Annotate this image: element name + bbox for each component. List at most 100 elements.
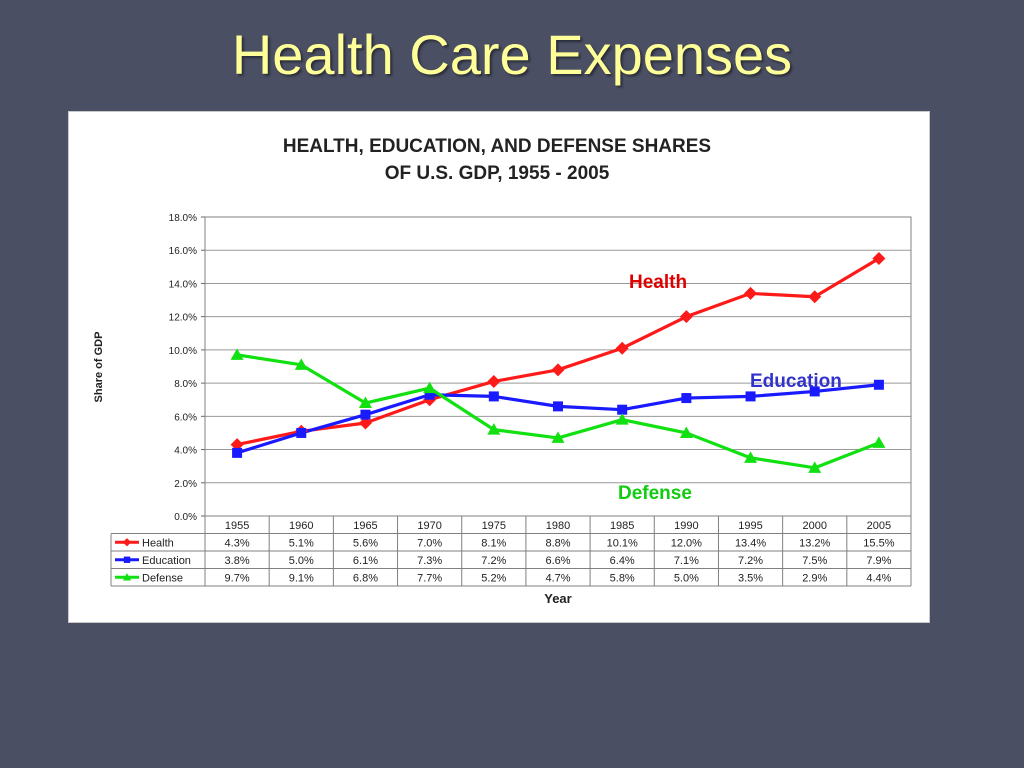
y-tick-label: 18.0% [169, 213, 197, 224]
triangle-marker [230, 348, 244, 360]
table-cell: 5.0% [674, 572, 699, 584]
x-tick-label: 1995 [738, 520, 762, 532]
table-cell: 2.9% [802, 572, 827, 584]
table-cell: 6.1% [353, 555, 378, 567]
y-tick-label: 10.0% [169, 346, 197, 357]
x-tick-label: 1985 [610, 520, 634, 532]
triangle-marker [487, 423, 501, 435]
triangle-marker [679, 426, 693, 438]
table-cell: 4.3% [225, 537, 250, 549]
plot-area-border [204, 216, 912, 517]
line-chart: HEALTH, EDUCATION, AND DEFENSE SHARES OF… [93, 136, 912, 606]
diamond-marker [808, 290, 822, 304]
triangle-marker [551, 431, 565, 443]
table-cell: 13.4% [735, 537, 766, 549]
legend-label: Health [142, 537, 174, 549]
x-tick-label: 1965 [353, 520, 377, 532]
table-cell: 7.9% [866, 555, 891, 567]
legend-label: Defense [142, 572, 183, 584]
diamond-marker [744, 286, 758, 300]
triangle-marker [423, 381, 437, 394]
table-cell: 7.0% [417, 537, 442, 549]
square-marker [553, 401, 563, 412]
gridlines [201, 216, 912, 517]
slide-title: Health Care Expenses [231, 23, 793, 86]
series-markers [230, 252, 886, 473]
square-marker [123, 556, 131, 563]
table-cell: 7.7% [417, 572, 442, 584]
table-cell: 5.6% [353, 537, 378, 549]
table-cell: 3.8% [225, 555, 250, 567]
table-cell: 8.1% [481, 537, 506, 549]
table-cell: 8.8% [545, 537, 570, 549]
y-axis-ticks: 0.0% 2.0% 4.0% 6.0% 8.0% 10.0% 12.0% 14.0% 16.0%… [169, 213, 197, 523]
table-cell: 9.7% [225, 572, 250, 584]
triangle-marker [294, 358, 308, 370]
chart-frame: HEALTH, EDUCATION, AND DEFENSE SHARES OF… [68, 111, 930, 623]
table-cell: 3.5% [738, 572, 763, 584]
x-tick-label: 1980 [546, 520, 570, 532]
square-marker [617, 404, 628, 415]
x-axis-title: Year [544, 591, 571, 606]
square-marker [681, 393, 692, 404]
table-cell: 9.1% [289, 572, 314, 584]
diamond-marker [551, 363, 565, 377]
diamond-marker [230, 438, 244, 452]
table-cell: 4.7% [545, 572, 570, 584]
table-cell: 7.2% [738, 555, 763, 567]
square-marker [873, 379, 884, 390]
x-tick-label: 1990 [674, 520, 698, 532]
education-series-label: Education [750, 371, 842, 392]
data-table: 1955 1960 1965 1970 1975 1980 1985 1990 1995 2000… [110, 516, 912, 587]
chart-title-line-2: OF U.S. GDP, 1955 - 2005 [385, 163, 610, 184]
table-cell: 5.1% [289, 537, 314, 549]
y-axis-title: Share of GDP [93, 332, 105, 403]
x-tick-label: 2005 [867, 520, 891, 532]
y-tick-label: 2.0% [174, 479, 197, 490]
table-cell: 15.5% [863, 537, 894, 549]
triangle-marker [358, 396, 372, 409]
table-cell: 5.2% [481, 572, 506, 584]
y-tick-label: 16.0% [169, 246, 197, 257]
table-cell: 6.8% [353, 572, 378, 584]
table-cell: 7.2% [481, 555, 506, 567]
table-cell: 13.2% [799, 537, 830, 549]
diamond-marker [487, 374, 501, 388]
x-tick-label: 1975 [482, 520, 506, 532]
table-cell: 7.1% [674, 555, 699, 567]
square-marker [488, 391, 499, 402]
table-cell: 6.6% [545, 555, 570, 567]
y-tick-label: 8.0% [174, 379, 197, 390]
triangle-marker [744, 451, 758, 463]
y-tick-label: 12.0% [169, 313, 197, 324]
table-cell: 6.4% [610, 555, 635, 567]
triangle-marker [615, 413, 629, 425]
square-marker [424, 389, 435, 400]
x-tick-label: 1955 [225, 520, 249, 532]
chart-title-line-1: HEALTH, EDUCATION, AND DEFENSE SHARES [283, 136, 711, 157]
table-cell: 4.4% [866, 572, 891, 584]
triangle-marker [872, 436, 886, 448]
diamond-marker [358, 416, 372, 430]
x-tick-label: 1960 [289, 520, 313, 532]
table-cell: 10.1% [607, 537, 638, 549]
defense-series-label: Defense [618, 483, 692, 504]
table-cell: 5.8% [610, 572, 635, 584]
table-cell: 5.0% [289, 555, 314, 567]
y-tick-label: 0.0% [174, 512, 197, 523]
diamond-marker [122, 538, 132, 547]
y-tick-label: 14.0% [169, 279, 197, 290]
x-tick-label: 1970 [417, 520, 441, 532]
y-tick-label: 4.0% [174, 446, 197, 457]
square-marker [360, 409, 371, 420]
table-cell: 7.5% [802, 555, 827, 567]
health-series-label: Health [629, 272, 687, 293]
triangle-marker [122, 573, 132, 581]
square-marker [745, 391, 756, 402]
diamond-marker [872, 252, 886, 266]
y-tick-label: 6.0% [174, 412, 197, 423]
table-cell: 7.3% [417, 555, 442, 567]
diamond-marker [679, 310, 693, 324]
diamond-marker [615, 341, 629, 355]
square-marker [232, 447, 243, 458]
